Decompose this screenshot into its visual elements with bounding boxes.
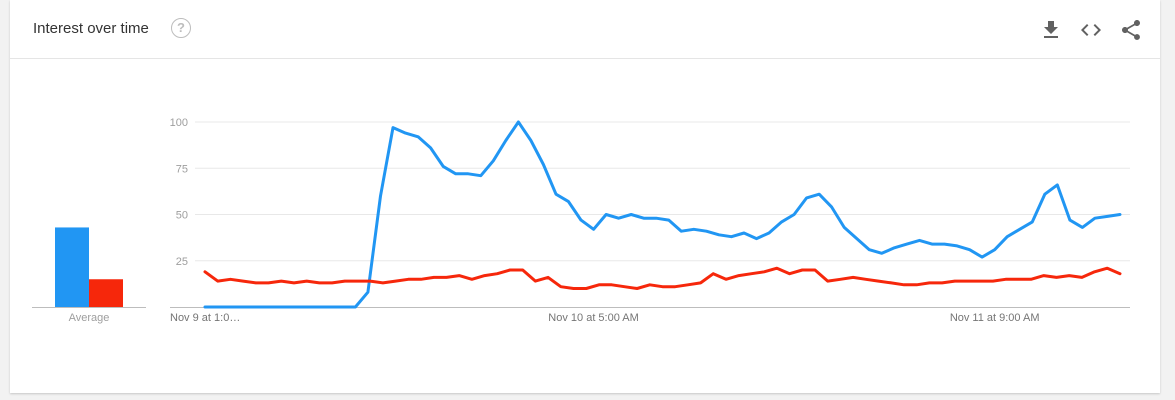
y-tick-label: 100 <box>170 117 188 129</box>
average-bar <box>55 227 89 307</box>
share-icon[interactable] <box>1119 18 1143 42</box>
embed-icon[interactable] <box>1079 18 1103 42</box>
average-bar <box>89 279 123 307</box>
interest-over-time-card: Interest over time ? Average 25 50 75 100 N… <box>10 0 1160 393</box>
help-icon[interactable]: ? <box>171 18 191 38</box>
x-tick-label: Nov 11 at 9:00 AM <box>950 312 1040 324</box>
download-icon[interactable] <box>1039 18 1063 42</box>
x-tick-label: Nov 9 at 1:0… <box>170 312 240 324</box>
y-tick-label: 75 <box>176 163 188 175</box>
card-header: Interest over time ? <box>10 0 1160 59</box>
y-tick-label: 25 <box>176 256 188 268</box>
card-title: Interest over time <box>33 20 149 37</box>
series-line <box>203 120 1122 309</box>
x-tick-label: Nov 10 at 5:00 AM <box>548 312 639 324</box>
y-tick-label: 50 <box>176 210 188 222</box>
series-line <box>203 266 1122 290</box>
average-label: Average <box>69 312 110 324</box>
interest-chart: Average 25 50 75 100 Nov 9 at 1:0… Nov 10 at… <box>32 117 1130 324</box>
